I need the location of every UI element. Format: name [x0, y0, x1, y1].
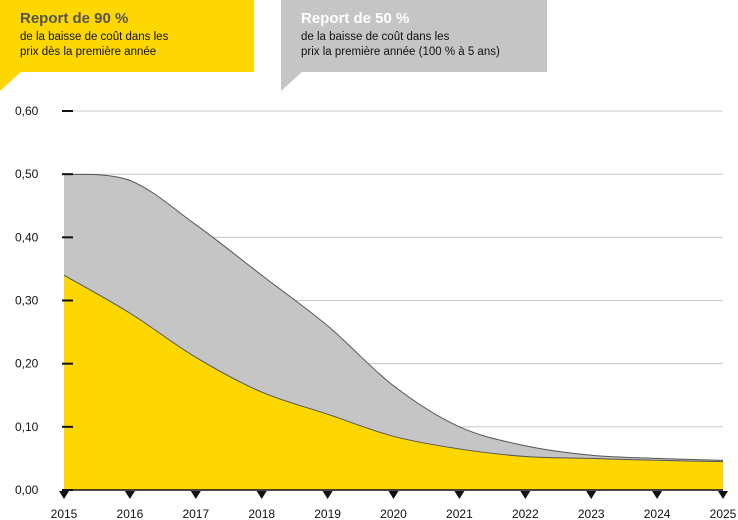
callout-title: Report de 50 %	[301, 10, 410, 27]
y-tick-label: 0,00	[15, 483, 39, 497]
x-tick-marker	[520, 491, 531, 499]
callout-text: de la baisse de coût dans les prix la pr…	[301, 30, 500, 60]
x-tick-label: 2020	[380, 507, 407, 520]
y-tick-label: 0,10	[15, 420, 39, 434]
y-tick-label: 0,40	[15, 230, 39, 244]
x-tick-marker	[586, 491, 597, 499]
x-tick-label: 2016	[117, 507, 144, 520]
area-outline-1	[63, 173, 724, 461]
x-tick-marker	[718, 491, 728, 499]
x-tick-label: 2021	[446, 507, 473, 520]
callout-90-percent: Report de 90 % de la baisse de coût dans…	[0, 0, 254, 91]
x-tick-marker	[388, 491, 399, 499]
x-tick-marker	[652, 491, 663, 499]
x-tick-marker	[454, 491, 465, 499]
x-tick-label: 2019	[314, 507, 341, 520]
callout-50-percent: Report de 50 % de la baisse de coût dans…	[281, 0, 547, 91]
x-tick-marker	[190, 491, 201, 499]
x-tick-marker	[322, 491, 333, 499]
y-tick-label: 0,50	[15, 167, 39, 181]
x-tick-label: 2015	[51, 507, 78, 520]
area-series-0	[64, 275, 723, 490]
callout-line-1: de la baisse de coût dans les	[20, 31, 169, 43]
y-tick-label: 0,30	[15, 294, 39, 308]
callout-title: Report de 90 %	[20, 10, 129, 27]
x-tick-label: 2017	[182, 507, 209, 520]
callout-line-2: prix dès la première année	[20, 46, 157, 58]
x-tick-label: 2018	[248, 507, 275, 520]
y-tick-label: 0,60	[15, 104, 39, 118]
x-tick-marker	[256, 491, 267, 499]
x-tick-label: 2023	[578, 507, 605, 520]
callout-text: de la baisse de coût dans les prix dès l…	[20, 30, 168, 60]
callout-line-2: prix la première année (100 % à 5 ans)	[301, 46, 500, 58]
y-tick-label: 0,20	[15, 357, 39, 371]
x-tick-marker	[124, 491, 135, 499]
x-tick-label: 2024	[644, 507, 671, 520]
x-tick-label: 2022	[512, 507, 539, 520]
x-tick-label: 2025	[710, 507, 737, 520]
x-tick-marker	[59, 491, 69, 499]
callout-line-1: de la baisse de coût dans les	[301, 31, 450, 43]
area-outline-0	[63, 274, 724, 463]
